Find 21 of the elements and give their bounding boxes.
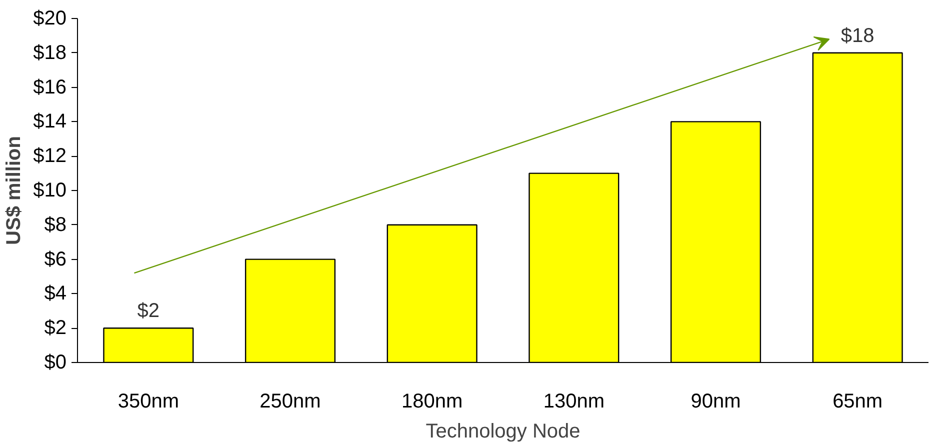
y-tick-label: $2 (44, 317, 67, 340)
y-axis-title: US$ million (3, 136, 26, 245)
y-tick-label: $6 (44, 248, 67, 270)
y-tick-label: $18 (33, 42, 67, 64)
x-tick-label: 180nm (402, 390, 463, 412)
y-tick-label: $20 (33, 8, 67, 30)
x-tick-label: 90nm (690, 390, 741, 412)
x-tick-label: 250nm (260, 390, 321, 412)
y-tick-label: $12 (33, 145, 67, 168)
y-tick-label: $8 (44, 214, 67, 236)
y-tick-label: $0 (44, 352, 67, 374)
y-tick-label: $10 (33, 180, 67, 202)
y-tick-label: $16 (33, 76, 67, 98)
y-tick-label: $4 (44, 282, 67, 305)
x-axis-title: Technology Node (426, 420, 580, 442)
x-tick-label: 350nm (118, 390, 179, 412)
y-tick-label: $14 (33, 110, 67, 133)
data-label: $18 (840, 24, 874, 47)
x-tick-label: 130nm (543, 390, 604, 412)
data-label: $2 (137, 300, 160, 322)
x-tick-label: 65nm (832, 390, 883, 412)
